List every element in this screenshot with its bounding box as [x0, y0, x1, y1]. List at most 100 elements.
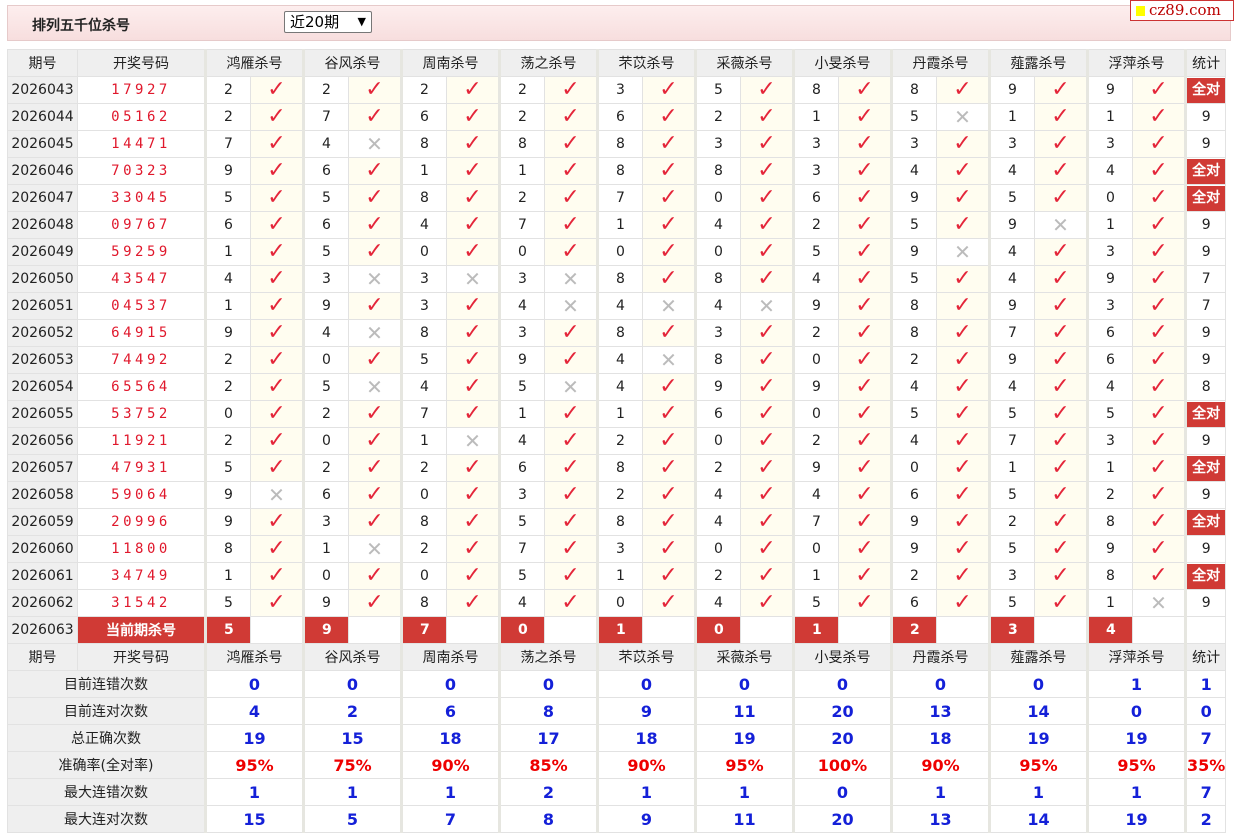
- result-cell: ✓: [740, 454, 794, 482]
- kill-number: 2: [204, 76, 251, 104]
- check-icon: ✓: [855, 266, 874, 291]
- result-cell: ✓: [936, 184, 990, 212]
- period-select[interactable]: 近20期 ▼: [284, 11, 372, 33]
- stat-cell: 9: [1183, 535, 1227, 563]
- result-cell: ✓: [642, 373, 696, 401]
- result-cell: ✓: [250, 103, 304, 131]
- result-cell: ✕: [740, 292, 794, 320]
- result-cell: ✓: [348, 427, 402, 455]
- kill-number: 9: [1086, 76, 1133, 104]
- result-cell: ✓: [838, 184, 892, 212]
- result-cell: ✓: [936, 589, 990, 617]
- check-icon: ✓: [953, 185, 972, 210]
- result-cell: ✓: [1034, 427, 1088, 455]
- current-kill-number: 0: [694, 616, 741, 644]
- check-icon: ✓: [1051, 158, 1070, 183]
- draw-number: 05162: [77, 103, 206, 131]
- check-icon: ✓: [855, 455, 874, 480]
- table-row: 2026049 59259 1 ✓ 5 ✓ 0 ✓ 0 ✓ 0 ✓ 0 ✓ 5 ✓ 9 ✕ 4 ✓ 3 ✓ 9: [7, 238, 1227, 266]
- result-cell: ✓: [446, 103, 500, 131]
- result-cell: ✓: [1034, 481, 1088, 509]
- check-icon: ✓: [659, 104, 678, 129]
- kill-number: 8: [400, 589, 447, 617]
- result-cell: ✓: [544, 238, 598, 266]
- draw-number: 59259: [77, 238, 206, 266]
- stat-cell: 9: [1183, 238, 1227, 266]
- check-icon: ✓: [463, 401, 482, 426]
- kill-number: 9: [890, 238, 937, 266]
- result-cell: ✓: [446, 238, 500, 266]
- result-cell: ✓: [642, 103, 696, 131]
- kill-number: 3: [1086, 292, 1133, 320]
- check-icon: ✓: [267, 212, 286, 237]
- check-icon: ✓: [953, 158, 972, 183]
- issue-cell: 2026062: [7, 589, 78, 617]
- result-cell: ✓: [544, 400, 598, 428]
- draw-number: 04537: [77, 292, 206, 320]
- stat-cell: 9: [1183, 346, 1227, 374]
- check-icon: ✓: [561, 563, 580, 588]
- draw-number: 17927: [77, 76, 206, 104]
- header-predictor: 丹霞杀号: [890, 643, 990, 671]
- summary-value: 0: [1086, 697, 1186, 725]
- result-cell: ✓: [250, 238, 304, 266]
- check-icon: ✓: [561, 158, 580, 183]
- kill-number: 2: [1086, 481, 1133, 509]
- draw-number: 31542: [77, 589, 206, 617]
- kill-number: 9: [988, 346, 1035, 374]
- result-cell: ✓: [838, 373, 892, 401]
- site-logo[interactable]: cz89.com: [1130, 0, 1234, 21]
- check-icon: ✓: [1149, 428, 1168, 453]
- check-icon: ✓: [757, 131, 776, 156]
- kill-number: 4: [596, 346, 643, 374]
- kill-number: 7: [988, 427, 1035, 455]
- kill-number: 5: [890, 103, 937, 131]
- summary-label: 准确率(全对率): [7, 751, 206, 779]
- kill-number: 1: [498, 400, 545, 428]
- check-icon: ✓: [855, 158, 874, 183]
- kill-number: 2: [792, 319, 839, 347]
- result-cell: ✓: [1034, 346, 1088, 374]
- result-cell: ✓: [838, 400, 892, 428]
- check-icon: ✓: [267, 239, 286, 264]
- result-cell: ✓: [544, 481, 598, 509]
- check-icon: ✓: [1051, 239, 1070, 264]
- kill-number: 5: [400, 346, 447, 374]
- kill-number: 6: [302, 211, 349, 239]
- table-row: 2026061 34749 1 ✓ 0 ✓ 0 ✓ 5 ✓ 1 ✓ 2 ✓ 1 ✓ 2 ✓ 3 ✓ 8 ✓ 全对: [7, 562, 1227, 590]
- kill-number: 8: [890, 76, 937, 104]
- check-icon: ✓: [953, 347, 972, 372]
- result-cell: ✓: [544, 103, 598, 131]
- check-icon: ✓: [1149, 77, 1168, 102]
- result-cell: ✕: [250, 481, 304, 509]
- check-icon: ✓: [267, 428, 286, 453]
- kill-number: 1: [400, 427, 447, 455]
- result-cell: ✓: [740, 76, 794, 104]
- kill-number: 3: [1086, 130, 1133, 158]
- current-kill-number: 9: [302, 616, 349, 644]
- check-icon: ✓: [1149, 212, 1168, 237]
- result-cell: ✓: [348, 184, 402, 212]
- result-cell: ✓: [740, 481, 794, 509]
- kill-number: 2: [400, 535, 447, 563]
- result-cell: ✓: [250, 400, 304, 428]
- summary-value: 20: [792, 697, 892, 725]
- result-cell: ✓: [446, 508, 500, 536]
- issue-cell: 2026063: [7, 616, 78, 644]
- check-icon: ✓: [659, 320, 678, 345]
- check-icon: ✓: [365, 77, 384, 102]
- check-icon: ✓: [463, 185, 482, 210]
- result-cell: ✓: [446, 319, 500, 347]
- stat-cell: 9: [1183, 427, 1227, 455]
- issue-cell: 2026056: [7, 427, 78, 455]
- result-cell: ✓: [936, 427, 990, 455]
- check-icon: ✓: [267, 563, 286, 588]
- result-cell: ✓: [250, 130, 304, 158]
- result-cell: ✓: [1034, 157, 1088, 185]
- kill-number: 3: [498, 319, 545, 347]
- result-cell: ✓: [1132, 427, 1186, 455]
- current-kill-number: 3: [988, 616, 1035, 644]
- result-cell: ✓: [1034, 373, 1088, 401]
- summary-value: 95%: [988, 751, 1088, 779]
- result-cell: ✓: [250, 535, 304, 563]
